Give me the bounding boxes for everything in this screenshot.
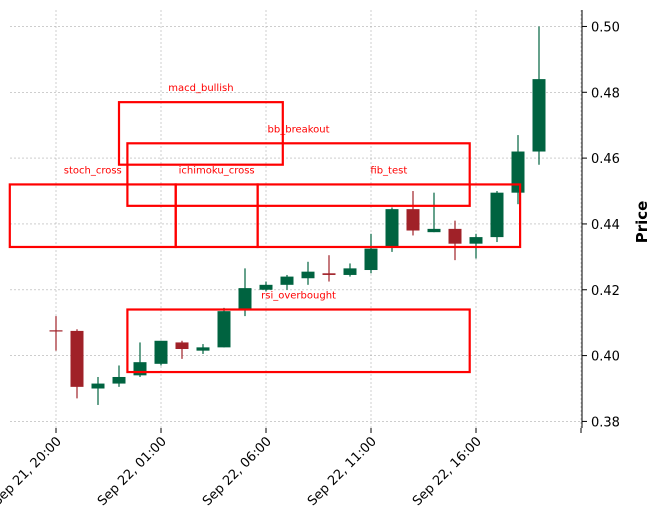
annotation-label: fib_test <box>370 165 407 176</box>
x-tick-label: Sep 22, 06:00 <box>200 434 275 509</box>
candle-body <box>133 362 147 376</box>
x-tick-label: Sep 21, 20:00 <box>0 434 65 509</box>
candle-body <box>238 288 252 310</box>
candle-body <box>511 151 525 193</box>
grid-lines <box>10 10 582 428</box>
annotation-box <box>117 101 284 166</box>
x-tick-label: Sep 22, 16:00 <box>410 434 485 509</box>
annotation-box <box>126 142 471 207</box>
y-tick-label: 0.42 <box>591 284 620 299</box>
annotation-box <box>8 183 177 249</box>
annotation-label: stoch_cross <box>64 165 122 176</box>
candle-body <box>196 347 210 351</box>
y-tick-label: 0.46 <box>591 152 620 167</box>
candle-body <box>532 79 546 152</box>
candle-body <box>322 273 336 275</box>
annotation-box <box>256 183 522 249</box>
annotation-label: bb_breakout <box>268 124 330 135</box>
candle-body <box>448 228 462 244</box>
y-tick-label: 0.44 <box>591 218 620 233</box>
y-tick-label: 0.50 <box>591 20 620 35</box>
annotation-label: ichimoku_cross <box>179 165 255 176</box>
candle-body <box>427 228 441 233</box>
y-axis-label: Price <box>633 201 651 244</box>
annotation-box <box>174 183 259 249</box>
candle-body <box>406 209 420 231</box>
annotation-label: rsi_overbought <box>261 291 336 302</box>
candle-body <box>301 271 315 279</box>
y-tick-label: 0.48 <box>591 86 620 101</box>
candle-body <box>343 268 357 275</box>
annotation-box <box>126 308 471 374</box>
x-tick-label: Sep 22, 01:00 <box>95 434 170 509</box>
candle-body <box>217 311 231 348</box>
y-tick-label: 0.40 <box>591 350 620 365</box>
axes: 0.38 0.40 0.42 0.44 0.46 0.48 0.50 Sep 21, 20:0… <box>0 10 620 509</box>
candle-body <box>490 192 504 238</box>
candle-body <box>385 209 399 247</box>
annotation-label: macd_bullish <box>168 83 233 94</box>
candle-body <box>70 330 84 387</box>
candle-body <box>154 340 168 364</box>
candle-body <box>469 237 483 244</box>
y-tick-label: 0.38 <box>591 415 620 430</box>
candle-body <box>112 376 126 384</box>
candle-body <box>259 284 273 290</box>
annotation-boxes: macd_bullish bb_breakout stoch_cross ichimo… <box>8 83 522 374</box>
candle-body <box>175 342 189 350</box>
candle-body <box>280 276 294 285</box>
x-tick-label: Sep 22, 11:00 <box>305 434 380 509</box>
candle-body <box>91 383 105 389</box>
candle-series <box>49 26 546 405</box>
candle-body <box>364 248 378 271</box>
